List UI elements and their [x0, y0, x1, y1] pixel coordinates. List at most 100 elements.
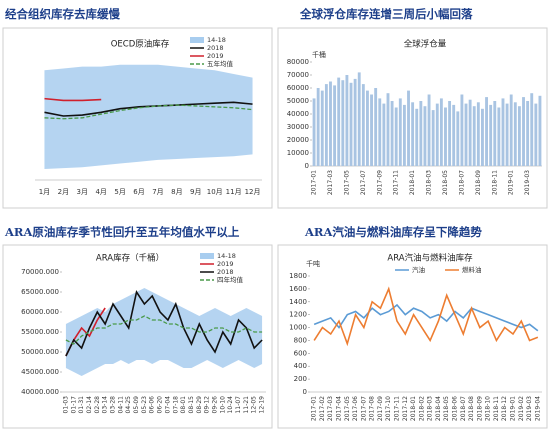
bar — [505, 103, 509, 166]
y-tick-label: 600 — [294, 349, 307, 357]
x-tick-label: 2017-04 — [336, 396, 343, 421]
x-tick-label: 2017-05 — [343, 170, 350, 195]
bar — [460, 94, 464, 166]
bar — [345, 75, 349, 166]
bar — [398, 98, 402, 166]
bar — [538, 95, 542, 166]
x-tick-label: 09-12 — [204, 396, 211, 414]
x-tick-label: 2017-09 — [376, 170, 383, 195]
y-tick-label: 70000.000 — [21, 268, 59, 276]
x-tick-label: 2018-03 — [427, 396, 434, 421]
legend-label: 2018 — [207, 44, 224, 52]
y-axis-label: 千吨 — [306, 259, 320, 268]
bar — [378, 98, 382, 166]
legend-label: 2018 — [217, 268, 234, 276]
x-tick-label: 2017-05 — [344, 396, 351, 421]
x-tick-label: 2018-11 — [491, 170, 498, 195]
bar — [357, 72, 361, 166]
bar — [522, 97, 525, 166]
bar — [526, 101, 530, 166]
y-tick-label: 400 — [294, 362, 307, 370]
x-tick-label: 12-05 — [251, 396, 258, 414]
y-tick-label: 80000 — [287, 58, 309, 66]
y-tick-label: 55000.000 — [21, 328, 59, 336]
y-tick-label: 1000 — [289, 324, 307, 332]
series-line — [313, 303, 539, 332]
y-tick-label: 0 — [305, 162, 309, 170]
y-tick-label: 50000 — [287, 97, 309, 105]
y-tick-label: 45000.000 — [21, 368, 59, 376]
x-tick-label: 2018-01 — [409, 170, 416, 195]
x-tick-label: 10月 — [207, 188, 223, 196]
x-tick-label: 2019-02 — [518, 396, 525, 421]
bar — [382, 103, 386, 166]
y-tick-label: 40000.000 — [21, 388, 59, 396]
bar — [349, 82, 353, 166]
legend-swatch — [200, 253, 214, 259]
x-tick-label: 2017-07 — [360, 396, 367, 421]
x-tick-label: 2019-01 — [508, 170, 515, 195]
y-tick-label: 70000 — [287, 71, 309, 79]
y-tick-label: 10000 — [287, 149, 309, 157]
bar — [431, 110, 435, 166]
x-tick-label: 7月 — [152, 188, 163, 196]
x-tick-label: 5月 — [114, 188, 125, 196]
series-line — [313, 286, 539, 347]
x-tick-label: 2017-11 — [394, 396, 401, 421]
x-tick-label: 10-24 — [227, 396, 234, 414]
bar — [497, 107, 501, 166]
x-tick-label: 10-10 — [219, 396, 226, 414]
x-tick-label: 05-23 — [141, 396, 148, 414]
x-tick-label: 2017-02 — [319, 396, 326, 421]
bar — [530, 93, 534, 166]
legend-label: 2019 — [207, 52, 224, 60]
x-tick-label: 12-19 — [259, 396, 266, 414]
panel-heading: 全球浮仓库存连增三周后小幅回落 — [299, 7, 473, 21]
x-tick-label: 11-07 — [235, 396, 242, 414]
panel-frame — [277, 244, 548, 429]
bar — [324, 84, 328, 166]
x-tick-label: 07-04 — [164, 396, 171, 414]
series-line — [65, 289, 263, 357]
bar — [370, 94, 373, 166]
panel-heading: 经合组织库存去库缓慢 — [5, 7, 120, 21]
y-tick-label: 30000 — [287, 123, 309, 131]
bar — [485, 97, 488, 166]
x-tick-label: 03-28 — [110, 396, 117, 414]
x-tick-label: 01-31 — [78, 396, 85, 414]
series-line — [44, 97, 102, 102]
chart-title: 全球浮仓量 — [404, 39, 447, 50]
x-tick-label: 2018-07 — [458, 170, 465, 195]
bar — [468, 99, 472, 166]
bar — [501, 98, 505, 166]
panel-heading: ARA汽油与燃料油库存呈下降趋势 — [304, 225, 482, 239]
x-tick-label: 01-17 — [70, 396, 77, 414]
bar — [361, 84, 365, 166]
chart-title: OECD原油库存 — [111, 39, 170, 50]
x-tick-label: 08-29 — [196, 396, 203, 414]
x-tick-label: 2017-12 — [402, 396, 409, 421]
bar — [423, 106, 427, 166]
y-tick-label: 60000 — [287, 84, 309, 92]
legend-label: 汽油 — [412, 265, 425, 274]
bar — [411, 102, 415, 166]
x-tick-label: 6月 — [133, 188, 144, 196]
x-tick-label: 07-18 — [172, 396, 179, 414]
bar — [341, 80, 345, 166]
bar — [333, 85, 337, 166]
legend-label: 四年均值 — [217, 275, 244, 284]
legend-label: 14-18 — [217, 252, 236, 260]
bar — [390, 101, 394, 166]
x-tick-label: 2018-05 — [442, 170, 449, 195]
bar — [452, 104, 456, 166]
bar — [337, 77, 341, 166]
bar — [493, 101, 497, 166]
bar — [394, 107, 398, 166]
x-tick-label: 08-15 — [188, 396, 195, 414]
bar — [534, 103, 538, 166]
bar — [464, 103, 468, 166]
range-band — [65, 288, 263, 376]
x-tick-label: 2017-03 — [327, 170, 334, 195]
y-axis-label: 千桶 — [312, 50, 326, 59]
x-tick-label: 11月 — [226, 188, 242, 196]
